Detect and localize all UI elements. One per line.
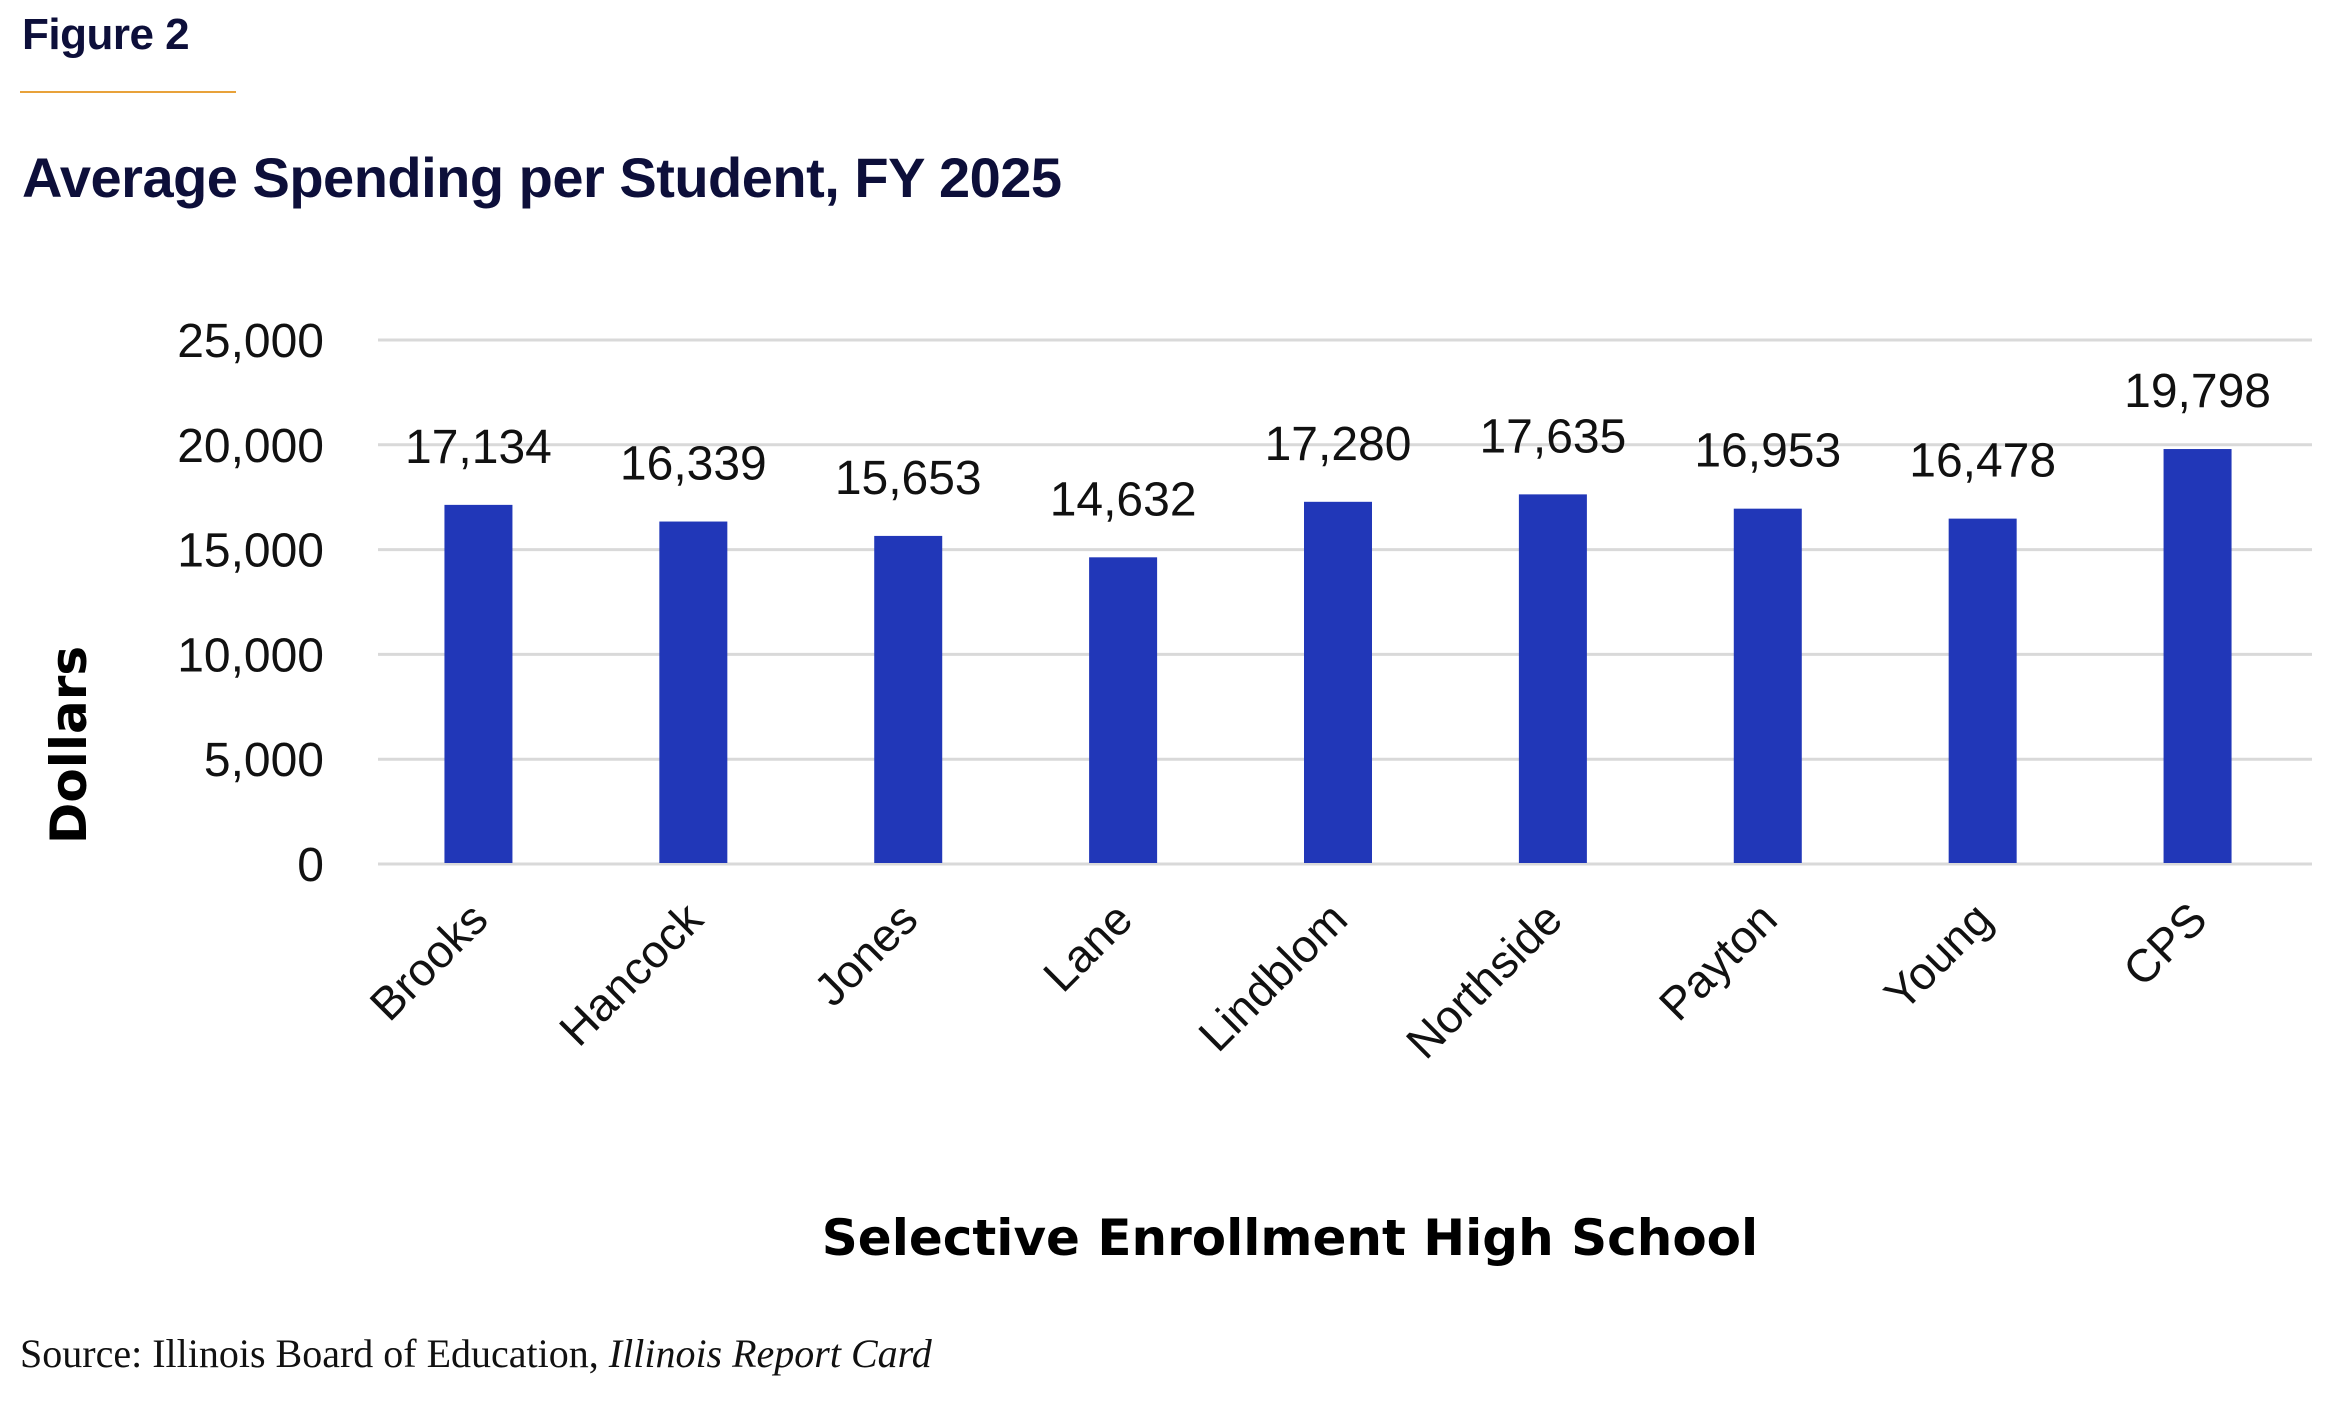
bar-young [1948, 518, 2017, 863]
bar-cps [2163, 449, 2232, 863]
y-tick-label: 25,000 [177, 315, 324, 368]
y-axis-title: Dollars [40, 646, 98, 844]
x-axis-categories: Brooks Hancock Jones Lane Lindblom Northside P… [360, 892, 2217, 1069]
data-label: 14,632 [1050, 473, 1197, 526]
bar-brooks [444, 504, 513, 863]
x-tick-label: Northside [1396, 892, 1572, 1068]
bars [444, 449, 2232, 863]
source-text: Source: Illinois Board of Education, [20, 1331, 609, 1376]
data-label: 16,339 [620, 438, 767, 491]
x-tick-label: CPS [2113, 892, 2217, 996]
x-tick-label: Lindblom [1188, 892, 1357, 1061]
data-label: 19,798 [2124, 365, 2271, 418]
source-note: Source: Illinois Board of Education, Ill… [20, 1330, 932, 1377]
y-tick-label: 0 [297, 839, 324, 892]
bar-lane [1089, 557, 1158, 863]
bar-payton [1733, 508, 1802, 863]
data-label: 16,478 [1909, 435, 2056, 488]
bar-lindblom [1304, 501, 1372, 863]
bar-jones [874, 535, 943, 863]
figure-label: Figure 2 [22, 10, 190, 59]
source-title: Illinois Report Card [608, 1331, 932, 1376]
y-tick-label: 15,000 [177, 525, 324, 578]
x-tick-label: Lane [1033, 892, 1142, 1001]
y-axis-ticks: 0 5,000 10,000 15,000 20,000 25,000 [177, 315, 324, 892]
bar-hancock [659, 521, 728, 863]
x-axis-title: Selective Enrollment High School [822, 1209, 1758, 1267]
x-tick-label: Jones [804, 892, 928, 1016]
x-tick-label: Young [1874, 892, 2002, 1020]
x-tick-label: Payton [1649, 892, 1787, 1030]
data-label: 17,280 [1265, 418, 1412, 471]
bar-northside [1518, 494, 1587, 863]
y-tick-label: 20,000 [177, 420, 324, 473]
data-labels: 17,134 16,339 15,653 14,632 17,280 17,635 16,9… [405, 365, 2271, 526]
figure-label-underline [20, 91, 236, 93]
data-label: 17,134 [405, 421, 552, 474]
data-label: 16,953 [1694, 425, 1841, 478]
chart-title: Average Spending per Student, FY 2025 [22, 146, 1062, 209]
x-tick-label: Brooks [360, 892, 498, 1030]
data-label: 17,635 [1479, 410, 1626, 463]
y-tick-label: 5,000 [204, 734, 324, 787]
x-tick-label: Hancock [549, 892, 713, 1056]
y-tick-label: 10,000 [177, 629, 324, 682]
data-label: 15,653 [835, 452, 982, 505]
